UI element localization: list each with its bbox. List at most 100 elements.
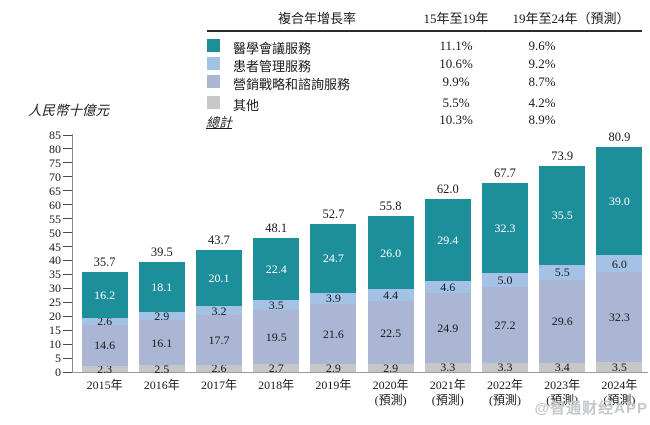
bar-total-label: 67.7	[494, 165, 516, 180]
segment-value-label: 6.0	[611, 256, 627, 271]
y-tick-mark	[63, 259, 72, 261]
total-row-label: 總計	[206, 115, 233, 130]
x-axis-label: 2016年	[143, 378, 180, 392]
cagr-total-1: 10.3%	[439, 112, 473, 127]
y-tick-mark	[63, 162, 72, 164]
bar-segment: 26.0	[367, 216, 414, 289]
segment-value-label: 3.2	[211, 303, 227, 318]
y-tick-mark	[63, 343, 72, 345]
y-tick-mark	[63, 232, 72, 234]
x-axis-label: 2024年 (預測)	[601, 378, 638, 407]
y-tick-label: 5	[55, 351, 61, 366]
y-axis-line	[72, 134, 73, 373]
x-axis-label: 2021年 (預測)	[429, 378, 466, 407]
y-tick-label: 80	[49, 141, 61, 156]
y-tick-label: 50	[49, 225, 61, 240]
y-tick-label: 45	[49, 239, 61, 254]
bar-total-label: 55.8	[379, 199, 402, 214]
bar-total-label: 52.7	[322, 206, 345, 221]
bar-segment: 22.5	[367, 301, 414, 364]
y-tick-mark	[63, 204, 72, 206]
y-tick-mark	[63, 315, 72, 317]
bar-segment: 20.1	[196, 250, 242, 307]
y-tick-label: 35	[49, 267, 61, 282]
bar-segment: 39.0	[596, 146, 643, 256]
segment-value-label: 3.4	[554, 360, 570, 375]
bar-segment: 5.5	[539, 264, 586, 280]
bar-segment: 27.2	[482, 286, 528, 363]
bar-segment: 4.4	[367, 288, 414, 303]
bar-segment: 18.1	[138, 261, 185, 313]
y-tick-label: 65	[49, 183, 61, 198]
cagr-value-1: 5.5%	[442, 95, 470, 110]
x-axis-label: 2020年 (預測)	[372, 378, 409, 407]
y-tick-label: 20	[49, 309, 61, 324]
legend-row-marketing-strategy-consulting-services: 營銷戰略和諮詢服務 9.9% 8.7%	[0, 74, 650, 92]
segment-value-label: 4.4	[383, 288, 399, 303]
bar-segment: 3.5	[253, 298, 300, 313]
bar-segment: 2.6	[196, 362, 242, 374]
segment-value-label: 14.6	[94, 338, 116, 353]
segment-value-label: 3.5	[268, 298, 284, 313]
cagr-value-2: 4.2%	[528, 95, 556, 110]
bar-segment: 3.3	[482, 361, 528, 373]
legend-label: 醫學會議服務	[233, 41, 312, 56]
x-axis-line	[72, 372, 648, 373]
bar-segment: 17.7	[196, 315, 242, 365]
y-tick-mark	[63, 246, 72, 248]
bar-segment: 29.6	[539, 279, 586, 363]
x-axis-label: 2015年	[86, 378, 123, 392]
y-tick-label: 75	[49, 155, 61, 170]
bar-segment: 3.2	[196, 303, 242, 318]
y-axis-unit-label: 人民幣十億元	[28, 103, 109, 118]
segment-value-label: 2.6	[97, 314, 113, 329]
bar-segment: 2.7	[253, 362, 300, 374]
bar-segment: 29.4	[424, 198, 471, 281]
bar-segment: 16.2	[81, 272, 128, 318]
bar-total-label: 43.7	[208, 233, 230, 248]
bar-total-label: 39.5	[150, 244, 173, 259]
segment-value-label: 16.1	[151, 335, 173, 350]
bar-segment: 2.9	[310, 362, 357, 374]
cagr-value-1: 9.9%	[442, 74, 470, 89]
bar-segment: 2.5	[138, 363, 185, 375]
table-header-rule	[207, 30, 642, 32]
segment-value-label: 32.3	[608, 310, 630, 325]
y-tick-label: 0	[55, 365, 61, 379]
y-tick-label: 30	[49, 281, 61, 296]
bar-segment: 3.5	[596, 360, 643, 375]
cagr-col-2015-2019-header: 15年至19年	[423, 11, 489, 26]
segment-value-label: 17.7	[208, 333, 230, 348]
grayblue-square-icon	[207, 75, 220, 88]
bar-segment: 24.7	[310, 223, 357, 293]
y-tick-mark	[63, 134, 72, 136]
y-tick-mark	[63, 301, 72, 303]
segment-value-label: 20.1	[208, 271, 230, 286]
bar-segment: 3.9	[310, 292, 357, 304]
segment-value-label: 29.4	[437, 232, 459, 247]
legend-label: 患者管理服務	[233, 59, 312, 74]
segment-value-label: 35.5	[551, 208, 573, 223]
y-tick-mark	[63, 190, 72, 192]
segment-value-label: 19.5	[265, 330, 287, 345]
gray-square-icon	[207, 96, 220, 109]
y-tick-mark	[63, 357, 72, 359]
y-tick-mark	[63, 148, 72, 150]
bar-segment: 22.4	[253, 237, 300, 301]
teal-square-icon	[207, 39, 220, 52]
bar-segment: 3.3	[424, 361, 471, 373]
bar-segment: 32.3	[596, 272, 643, 363]
segment-value-label: 2.3	[97, 361, 113, 376]
segment-value-label: 5.0	[497, 272, 513, 287]
x-axis-label: 2018年	[258, 378, 295, 392]
bar-segment: 24.9	[424, 293, 471, 363]
y-tick-label: 55	[49, 211, 61, 226]
bar-segment: 5.0	[482, 273, 528, 287]
bar-segment: 16.1	[138, 320, 185, 365]
legend-label: 其他	[233, 98, 260, 113]
bar-segment: 3.4	[539, 360, 586, 375]
segment-value-label: 4.6	[440, 279, 456, 294]
segment-value-label: 24.9	[437, 321, 459, 336]
segment-value-label: 32.3	[494, 220, 516, 235]
segment-value-label: 3.5	[611, 360, 627, 375]
